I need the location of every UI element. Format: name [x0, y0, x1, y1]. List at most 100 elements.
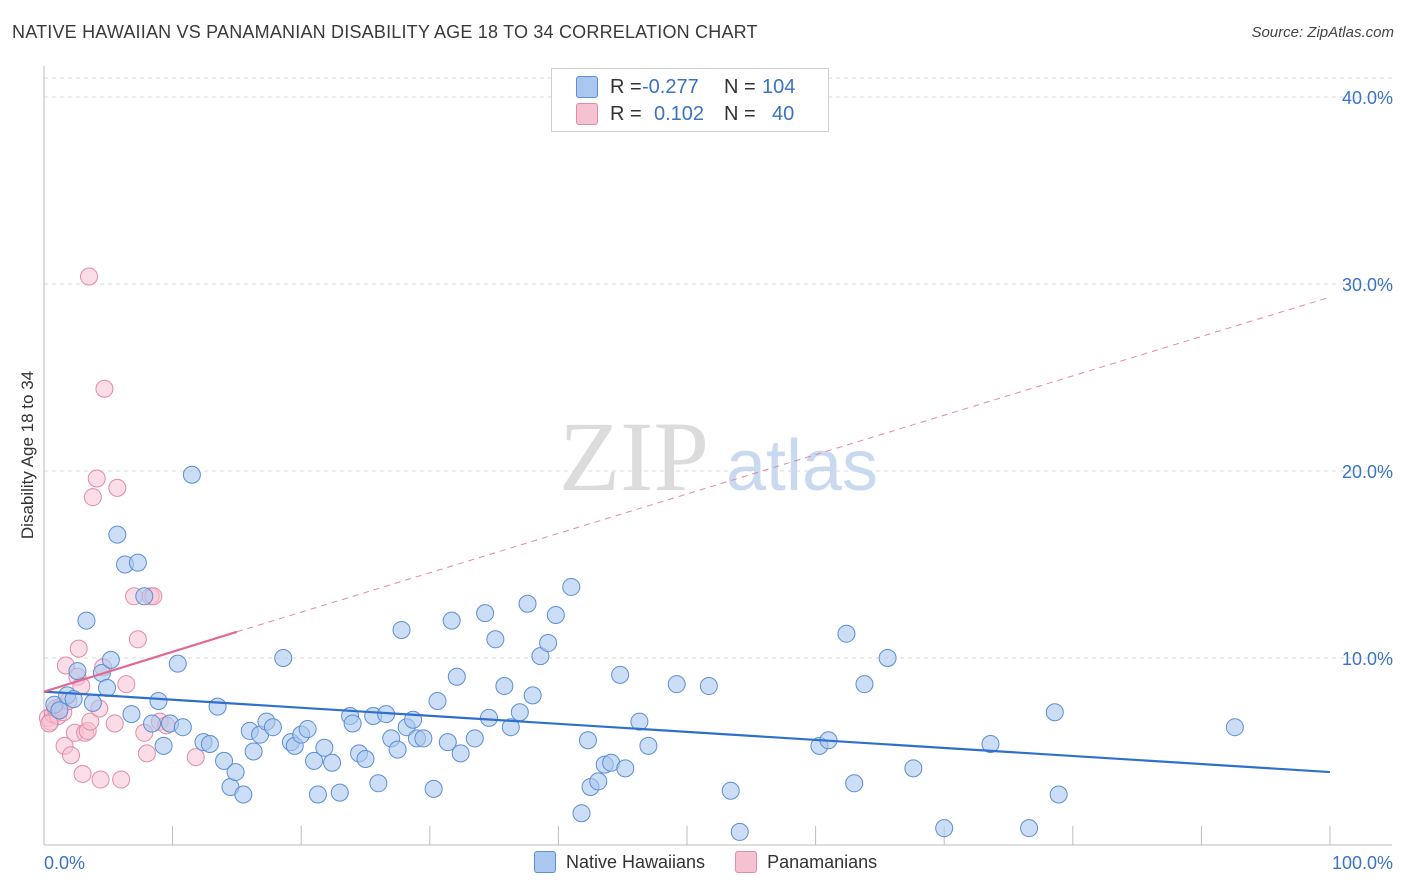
native-hawaiian-point: [168, 654, 187, 673]
native-hawaiian-point: [182, 465, 201, 484]
native-hawaiian-point: [226, 763, 245, 782]
native-hawaiian-point: [539, 634, 558, 653]
native-hawaiian-point: [523, 686, 542, 705]
panamanian-point: [62, 746, 81, 765]
legend-row-panamanians: R = 0.102 N = 40: [576, 102, 794, 126]
native-hawaiian-point: [298, 720, 317, 739]
native-hawaiian-point: [414, 729, 433, 748]
native-hawaiian-point: [315, 738, 334, 757]
native-hawaiian-point: [263, 718, 282, 737]
native-hawaiian-point: [77, 611, 96, 630]
native-hawaiian-point: [356, 749, 375, 768]
panamanian-point: [108, 478, 127, 497]
correlation-legend: R = -0.277 N = 104 R = 0.102 N = 40: [551, 68, 829, 132]
legend-r-label: R =: [610, 102, 642, 125]
native-hawaiian-point: [424, 779, 443, 798]
series-swatch-pink: [735, 851, 758, 873]
panamanian-point: [128, 630, 147, 649]
series-label: Native Hawaiians: [566, 851, 706, 872]
panamanian-point: [186, 748, 205, 767]
native-hawaiian-point: [845, 774, 864, 793]
native-hawaiian-point: [154, 736, 173, 755]
native-hawaiian-point: [64, 690, 83, 709]
native-hawaiian-point: [308, 785, 327, 804]
native-hawaiian-point: [83, 693, 102, 712]
native-hawaiian-point: [451, 744, 470, 763]
series-legend: Native Hawaiians Panamanians: [534, 851, 907, 873]
native-hawaiian-point: [476, 604, 495, 623]
y-tick-label: 30.0%: [1342, 275, 1393, 295]
native-hawaiian-point: [108, 525, 127, 544]
native-hawaiian-point: [479, 708, 498, 727]
y-tick-label: 10.0%: [1342, 649, 1393, 669]
legend-r-label: R =: [610, 75, 642, 98]
native-hawaiian-point: [50, 701, 69, 720]
native-hawaiian-point: [639, 736, 658, 755]
native-hawaiian-point: [447, 667, 466, 686]
panamanian-point: [80, 267, 99, 286]
native-hawaiian-point: [122, 705, 141, 724]
panamanian-point: [40, 714, 59, 733]
native-hawaiian-point: [135, 587, 154, 606]
trend-lines: [43, 296, 1331, 774]
y-tick-label: 40.0%: [1342, 88, 1393, 108]
native-hawaiian-point: [510, 703, 529, 722]
native-hawaiian-point: [486, 630, 505, 649]
watermark-zip: ZIP: [559, 401, 709, 512]
native-hawaiian-point: [438, 733, 457, 752]
native-hawaiian-point: [465, 729, 484, 748]
native-hawaiians-points: [45, 465, 1244, 841]
native-hawaiian-point: [323, 753, 342, 772]
native-hawaiian-point: [208, 697, 227, 716]
native-hawaiian-point: [878, 649, 897, 667]
native-hawaiian-point: [200, 735, 219, 754]
native-hawaiian-point: [611, 665, 630, 684]
native-hawaiian-point: [616, 759, 635, 778]
legend-n-label: N =: [724, 75, 756, 98]
series-swatch-blue: [534, 851, 556, 873]
x-tick-label-min: 0.0%: [44, 853, 85, 873]
series-legend-panamanians[interactable]: Panamanians: [735, 851, 877, 873]
native-hawaiian-point: [388, 740, 407, 759]
legend-r-value: 0.102: [654, 102, 705, 125]
native-hawaiians-trend-line: [43, 690, 1331, 774]
native-hawaiian-point: [572, 804, 591, 823]
native-hawaiian-point: [101, 650, 120, 669]
native-hawaiian-point: [904, 759, 923, 778]
native-hawaiian-point: [501, 718, 520, 737]
panamanians-trend-extension: [236, 296, 1331, 633]
chart-title: NATIVE HAWAIIAN VS PANAMANIAN DISABILITY…: [12, 22, 758, 42]
panamanian-point: [91, 770, 110, 789]
legend-n-value: 40: [772, 102, 795, 125]
native-hawaiian-point: [546, 605, 565, 624]
native-hawaiian-point: [562, 577, 581, 596]
native-hawaiian-point: [143, 714, 162, 733]
native-hawaiian-point: [518, 594, 537, 613]
native-hawaiian-point: [343, 714, 362, 733]
native-hawaiian-point: [215, 751, 234, 770]
legend-n-value: 104: [762, 75, 796, 98]
gridlines: [44, 77, 1392, 659]
native-hawaiian-point: [392, 620, 411, 639]
native-hawaiian-point: [1225, 718, 1244, 737]
watermark-atlas: atlas: [726, 426, 878, 506]
panamanian-point: [117, 675, 136, 694]
native-hawaiian-point: [730, 822, 749, 841]
panamanian-point: [87, 469, 106, 488]
legend-r-value: -0.277: [642, 75, 699, 98]
native-hawaiian-point: [369, 774, 388, 793]
legend-swatch-pink: [576, 103, 598, 125]
native-hawaiian-point: [935, 819, 954, 838]
y-tick-label: 20.0%: [1342, 462, 1393, 482]
panamanian-point: [95, 379, 114, 398]
native-hawaiian-point: [305, 751, 324, 770]
series-legend-native-hawaiians[interactable]: Native Hawaiians: [534, 851, 705, 873]
panamanian-point: [69, 639, 88, 658]
native-hawaiian-point: [699, 677, 718, 696]
native-hawaiian-point: [244, 742, 263, 761]
x-tick-label-max: 100.0%: [1332, 853, 1393, 873]
panamanian-point: [83, 488, 102, 507]
native-hawaiian-point: [578, 731, 597, 750]
native-hawaiian-point: [149, 692, 168, 711]
